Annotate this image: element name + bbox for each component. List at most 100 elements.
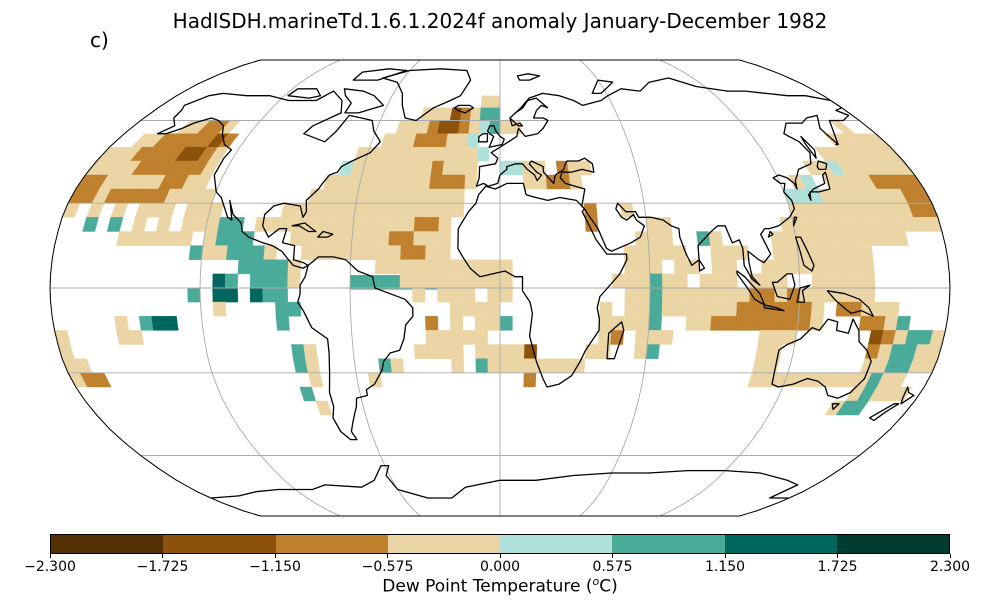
colorbar-tick-mark	[387, 554, 388, 558]
anomaly-cell	[769, 330, 785, 345]
coastline-new-zealand-south	[868, 403, 900, 422]
anomaly-cell	[895, 316, 911, 331]
anomaly-cell	[773, 259, 788, 275]
anomaly-cell	[547, 358, 562, 373]
anomaly-cell	[437, 287, 451, 303]
anomaly-cell	[374, 275, 388, 290]
coastline-hokkaido	[816, 160, 828, 171]
anomaly-cell	[317, 203, 333, 218]
anomaly-cell	[254, 217, 270, 232]
anomaly-cell	[647, 330, 662, 345]
anomaly-cell	[649, 287, 663, 303]
anomaly-cell	[475, 358, 489, 373]
anomaly-cell	[388, 231, 403, 246]
anomaly-cell	[449, 316, 464, 331]
anomaly-cell	[449, 259, 463, 275]
anomaly-cell	[417, 174, 432, 190]
anomaly-cell	[262, 259, 277, 275]
colorbar-tick-mark	[499, 554, 501, 558]
anomaly-cell	[637, 287, 651, 303]
anomaly-cell	[413, 231, 427, 246]
anomaly-cell	[723, 259, 738, 275]
anomaly-cell	[722, 245, 737, 260]
anomaly-cell	[425, 330, 439, 345]
anomaly-cell	[425, 245, 439, 260]
anomaly-cell	[437, 330, 452, 345]
anomaly-cell	[821, 245, 837, 260]
anomaly-cell	[249, 287, 264, 303]
anomaly-cell	[82, 217, 99, 232]
anomaly-cell	[412, 245, 427, 260]
anomaly-cell	[489, 107, 501, 121]
anomaly-cell	[437, 245, 451, 260]
anomaly-cell	[155, 217, 172, 232]
coastline-sri-lanka	[698, 259, 706, 272]
anomaly-cell	[412, 287, 426, 303]
anomaly-cell	[848, 301, 863, 317]
coastlines	[156, 68, 915, 499]
anomaly-cell	[440, 174, 455, 190]
anomaly-cell	[376, 217, 391, 232]
anomaly-cell	[389, 217, 403, 232]
anomaly-cell	[799, 287, 813, 303]
colorbar-tick-mark	[612, 554, 613, 558]
anomaly-cell	[86, 203, 105, 218]
anomaly-cell	[891, 386, 913, 402]
anomaly-cell	[378, 203, 393, 218]
colorbar-tick-label: −0.575	[361, 559, 414, 575]
colorbar-tick-label: −1.150	[249, 559, 301, 575]
anomaly-cell	[412, 259, 426, 275]
colorbar	[50, 534, 950, 554]
anomaly-cell	[686, 287, 701, 303]
anomaly-cell	[784, 316, 799, 331]
anomaly-cell	[848, 259, 863, 275]
coastline-svalbard	[516, 73, 541, 81]
anomaly-cell	[110, 203, 129, 218]
anomaly-cell	[287, 301, 302, 317]
anomaly-cell	[399, 273, 413, 289]
anomaly-cell	[836, 273, 851, 289]
anomaly-cell	[426, 344, 440, 359]
anomaly-cell	[487, 301, 501, 317]
anomaly-cell	[578, 160, 593, 176]
anomaly-cell	[584, 344, 599, 359]
anomaly-cell	[421, 147, 436, 162]
anomaly-cell	[559, 358, 574, 373]
anomaly-cell	[475, 330, 488, 345]
anomaly-cell	[722, 316, 737, 331]
anomaly-cell	[391, 188, 406, 204]
anomaly-cell	[648, 316, 663, 331]
colorbar-tick-label: −1.725	[136, 559, 189, 575]
anomaly-cell	[710, 245, 725, 260]
anomaly-cell	[305, 358, 321, 373]
anomaly-cell	[451, 188, 465, 204]
colorbar-ticklabels: −2.300 −1.725 −1.150 −0.575 0.000 0.575 1.150 1…	[0, 559, 1000, 577]
anomaly-cell	[456, 133, 469, 148]
anomaly-cell	[465, 160, 478, 176]
anomaly-cell	[400, 245, 414, 260]
anomaly-cell	[462, 287, 476, 303]
anomaly-cell	[439, 188, 454, 204]
colorbar-tick-label: 1.150	[704, 559, 746, 575]
anomaly-cell	[106, 217, 124, 232]
anomaly-cell	[378, 358, 393, 373]
anomaly-cell	[697, 316, 712, 331]
anomaly-cell	[227, 231, 243, 246]
anomaly-cell	[710, 316, 725, 331]
anomaly-cell	[449, 301, 463, 317]
anomaly-cell	[662, 287, 676, 303]
anomaly-cell	[375, 245, 389, 260]
anomaly-cell	[390, 203, 405, 218]
anomaly-cell	[661, 301, 676, 317]
anomaly-cell	[475, 344, 489, 359]
anomaly-cell	[487, 344, 501, 359]
anomaly-cell	[412, 273, 426, 289]
anomaly-cell	[477, 147, 490, 162]
anomaly-cell	[301, 231, 317, 246]
anomaly-cell	[425, 316, 439, 331]
anomaly-cell	[337, 245, 352, 260]
anomaly-cell	[772, 316, 787, 331]
anomaly-cell	[393, 174, 409, 190]
anomaly-cell	[201, 245, 216, 260]
anomaly-cell	[785, 259, 800, 275]
